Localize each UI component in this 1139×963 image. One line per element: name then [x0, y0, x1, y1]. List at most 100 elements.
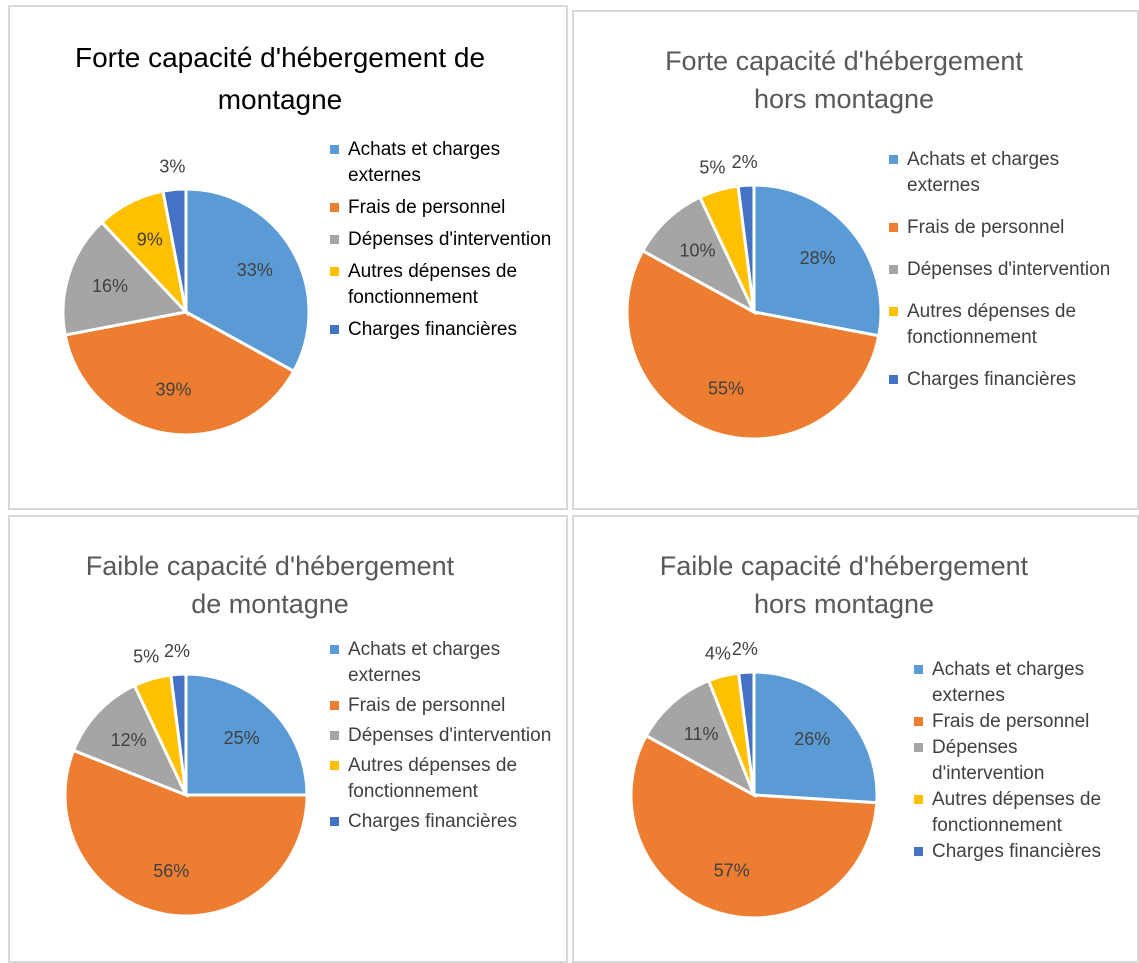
legend-item: Autres dépenses de fonctionnement [330, 753, 555, 805]
legend: Achats et charges externes Frais de perso… [330, 137, 555, 349]
legend-label: Dépenses d'intervention [348, 725, 552, 746]
data-label: 12% [111, 730, 147, 750]
legend-item: Autres dépenses de fonctionnement [889, 299, 1129, 351]
legend-label: Achats et charges externes [907, 149, 1060, 196]
pie-slice [644, 678, 757, 799]
legend-swatch [914, 847, 923, 856]
pie-slice [629, 733, 879, 920]
legend-swatch [914, 717, 923, 726]
legend-swatch [889, 307, 898, 316]
legend-label: Frais de personnel [932, 711, 1090, 732]
legend-item: Achats et charges externes [330, 137, 555, 189]
pie-slice [63, 310, 296, 437]
pie-chart: 26% 57% 11% 4% 2% [629, 639, 879, 920]
legend: Achats et charges externes Frais de perso… [330, 637, 555, 839]
data-label: 2% [732, 152, 758, 172]
legend-swatch [889, 375, 898, 384]
pie-slice [736, 670, 756, 796]
data-label: 5% [133, 646, 159, 666]
data-label: 55% [708, 378, 744, 398]
legend-swatch [914, 665, 923, 674]
legend-label: Charges financières [932, 841, 1101, 862]
pie-slice [161, 187, 188, 313]
pie-slice [640, 195, 758, 316]
legend-swatch [330, 267, 339, 276]
pie-chart: 33% 39% 16% 9% 3% [61, 156, 311, 437]
legend-label: Frais de personnel [348, 197, 506, 218]
pie-chart: 28% 55% 10% 5% 2% [625, 152, 883, 441]
legend-label: Dépenses d'intervention [907, 259, 1111, 280]
legend-swatch [330, 203, 339, 212]
chart-title: Faible capacité d'hébergement de montagn… [85, 551, 455, 619]
legend: Achats et charges externes Frais de perso… [914, 657, 1134, 865]
legend-swatch [330, 701, 339, 710]
legend-item: Dépenses d'intervention [330, 723, 555, 749]
pie-slice [736, 183, 756, 313]
data-label: 11% [684, 724, 719, 744]
data-label: 2% [164, 641, 190, 661]
legend-label: Charges financières [348, 811, 517, 832]
legend-item: Achats et charges externes [889, 147, 1129, 199]
legend-swatch [889, 155, 898, 164]
legend-label: Frais de personnel [907, 217, 1065, 238]
chart-panel: 26% 57% 11% 4% 2% Faible capacité d'hébergeme… [572, 515, 1139, 963]
data-label: 33% [237, 260, 273, 280]
legend-item: Dépenses d'intervention [330, 227, 555, 253]
data-label: 9% [137, 230, 163, 250]
legend-item: Charges financières [330, 317, 555, 343]
legend-swatch [330, 145, 339, 154]
legend-label: Charges financières [348, 319, 517, 340]
legend-item: Dépenses d'intervention [889, 257, 1129, 283]
legend-label: Achats et charges externes [348, 639, 501, 686]
data-label: 10% [679, 241, 715, 261]
data-label: 2% [732, 639, 758, 659]
pie-slice [61, 220, 189, 337]
pie-slice [752, 183, 883, 338]
legend-item: Frais de personnel [330, 195, 555, 221]
legend-label: Autres dépenses de fonctionnement [348, 261, 518, 308]
legend-item: Charges financières [889, 367, 1129, 393]
legend-swatch [330, 235, 339, 244]
legend-swatch [330, 817, 339, 826]
chart-panel: 28% 55% 10% 5% 2% Forte capacité d'hébergemen… [572, 10, 1139, 510]
legend-label: Charges financières [907, 369, 1076, 390]
legend-swatch [330, 761, 339, 770]
data-label: 56% [153, 861, 189, 881]
chart-title: Faible capacité d'hébergement hors monta… [659, 551, 1029, 619]
legend-item: Autres dépenses de fonctionnement [914, 787, 1134, 839]
legend-label: Achats et charges externes [932, 659, 1085, 706]
legend-swatch [330, 731, 339, 740]
chart-panel: 25% 56% 12% 5% 2% Faible capacité d'hébergeme… [8, 515, 568, 963]
data-label: 5% [699, 158, 725, 178]
legend-item: Dépenses d'intervention [914, 735, 1134, 787]
data-label: 25% [224, 728, 260, 748]
data-label: 4% [705, 643, 731, 663]
legend-swatch [889, 223, 898, 232]
legend-label: Dépenses d'intervention [932, 737, 1045, 784]
legend-item: Frais de personnel [914, 709, 1134, 735]
data-label: 57% [714, 861, 750, 881]
pie-slice [184, 187, 311, 374]
legend-item: Charges financières [330, 809, 555, 835]
pie-slice [184, 672, 309, 797]
legend-swatch [330, 645, 339, 654]
legend-item: Frais de personnel [330, 693, 555, 719]
pie-slice [71, 683, 189, 798]
legend-item: Autres dépenses de fonctionnement [330, 259, 555, 311]
legend-item: Charges financières [914, 839, 1134, 865]
pie-slice [752, 670, 879, 805]
legend-swatch [914, 743, 923, 752]
legend-label: Autres dépenses de fonctionnement [348, 755, 518, 802]
legend-label: Dépenses d'intervention [348, 229, 552, 250]
data-label: 28% [800, 248, 836, 268]
chart-panel: 33% 39% 16% 9% 3% Forte capacité d'hébergemen… [8, 5, 568, 510]
pie-chart: 25% 56% 12% 5% 2% [63, 641, 309, 918]
legend: Achats et charges externes Frais de perso… [889, 147, 1129, 409]
legend-item: Achats et charges externes [914, 657, 1134, 709]
legend-swatch [914, 795, 923, 804]
legend-label: Autres dépenses de fonctionnement [932, 789, 1102, 836]
legend-swatch [330, 325, 339, 334]
data-label: 3% [159, 156, 185, 176]
chart-title: Forte capacité d'hébergement de montagne [74, 42, 486, 115]
